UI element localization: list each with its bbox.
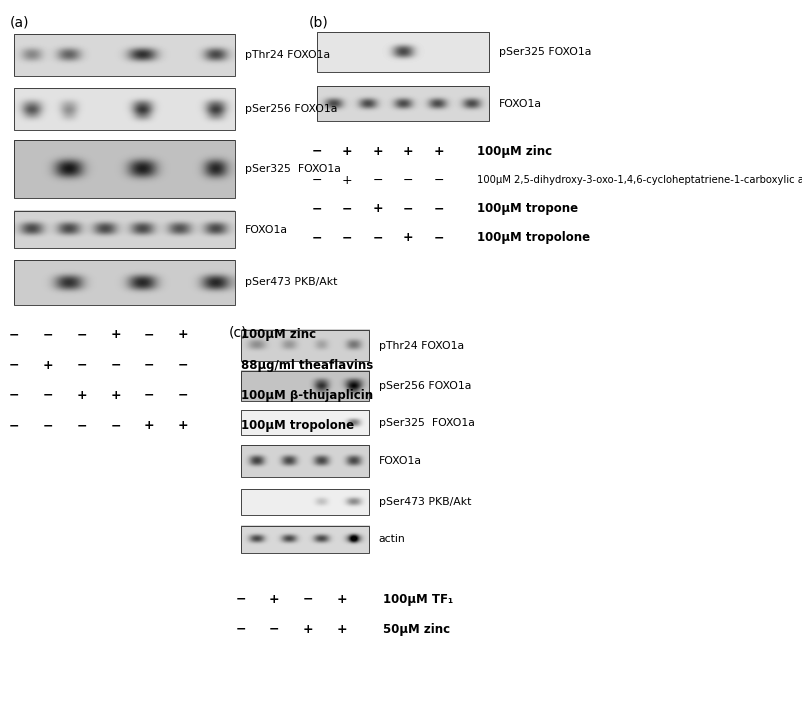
- Text: 100μM zinc: 100μM zinc: [477, 145, 553, 158]
- Text: 100μM zinc: 100μM zinc: [241, 328, 316, 341]
- Bar: [241, 410, 369, 435]
- Text: −: −: [144, 359, 155, 372]
- Text: pSer256 FOXO1a: pSer256 FOXO1a: [379, 381, 471, 391]
- Text: pSer325 FOXO1a: pSer325 FOXO1a: [499, 48, 591, 57]
- Text: actin: actin: [379, 534, 405, 544]
- Text: +: +: [269, 593, 280, 606]
- Text: −: −: [9, 389, 20, 402]
- Text: (b): (b): [309, 16, 329, 30]
- Text: −: −: [43, 419, 54, 432]
- Text: +: +: [144, 419, 155, 432]
- Text: +: +: [110, 389, 121, 402]
- Text: pSer256 FOXO1a: pSer256 FOXO1a: [245, 104, 337, 114]
- Text: pSer325  FOXO1a: pSer325 FOXO1a: [379, 418, 475, 428]
- Text: −: −: [269, 623, 280, 636]
- Bar: [241, 445, 369, 477]
- Text: pSer473 PKB/Akt: pSer473 PKB/Akt: [245, 277, 337, 287]
- Text: −: −: [433, 231, 444, 244]
- Text: 100μM tropone: 100μM tropone: [477, 202, 578, 215]
- Text: −: −: [372, 174, 383, 186]
- Text: +: +: [302, 623, 314, 636]
- Text: +: +: [342, 174, 353, 186]
- Text: −: −: [110, 419, 121, 432]
- Text: −: −: [144, 389, 155, 402]
- Text: −: −: [76, 359, 87, 372]
- Text: pSer473 PKB/Akt: pSer473 PKB/Akt: [379, 497, 471, 507]
- Text: +: +: [342, 145, 353, 158]
- Text: −: −: [302, 593, 314, 606]
- Text: −: −: [235, 593, 246, 606]
- Text: −: −: [403, 174, 414, 186]
- Text: −: −: [43, 328, 54, 341]
- Text: 100μM β-thujaplicin: 100μM β-thujaplicin: [241, 389, 373, 402]
- Text: +: +: [372, 202, 383, 215]
- Bar: [317, 86, 489, 121]
- Text: −: −: [110, 359, 121, 372]
- Text: −: −: [342, 231, 353, 244]
- Bar: [317, 32, 489, 72]
- Text: 100μM TF₁: 100μM TF₁: [383, 593, 453, 606]
- Text: (c): (c): [229, 325, 247, 339]
- Text: +: +: [43, 359, 54, 372]
- Text: 100μM 2,5-dihydroxy-3-oxo-1,4,6-cycloheptatriene-1-carboxylic acid: 100μM 2,5-dihydroxy-3-oxo-1,4,6-cyclohep…: [477, 175, 802, 185]
- Bar: [241, 371, 369, 401]
- Text: −: −: [311, 231, 322, 244]
- Text: +: +: [177, 419, 188, 432]
- Text: FOXO1a: FOXO1a: [499, 99, 542, 109]
- Text: FOXO1a: FOXO1a: [379, 456, 422, 466]
- Text: −: −: [342, 202, 353, 215]
- Text: 100μM tropolone: 100μM tropolone: [477, 231, 590, 244]
- Text: 100μM tropolone: 100μM tropolone: [241, 419, 354, 432]
- Text: 88μg/ml theaflavins: 88μg/ml theaflavins: [241, 359, 373, 372]
- Text: −: −: [76, 328, 87, 341]
- Text: −: −: [403, 202, 414, 215]
- Bar: [14, 88, 235, 130]
- Text: pSer325  FOXO1a: pSer325 FOXO1a: [245, 164, 341, 174]
- Text: −: −: [311, 202, 322, 215]
- Text: +: +: [403, 231, 414, 244]
- Text: −: −: [311, 174, 322, 186]
- Text: −: −: [144, 328, 155, 341]
- Text: pThr24 FOXO1a: pThr24 FOXO1a: [379, 341, 464, 351]
- Text: +: +: [76, 389, 87, 402]
- Bar: [241, 330, 369, 361]
- Bar: [14, 211, 235, 248]
- Text: +: +: [110, 328, 121, 341]
- Text: +: +: [403, 145, 414, 158]
- Text: +: +: [372, 145, 383, 158]
- Text: FOXO1a: FOXO1a: [245, 225, 288, 235]
- Text: −: −: [433, 202, 444, 215]
- Bar: [14, 140, 235, 198]
- Bar: [14, 260, 235, 305]
- Text: −: −: [433, 174, 444, 186]
- Text: −: −: [177, 389, 188, 402]
- Text: −: −: [9, 328, 20, 341]
- Text: −: −: [372, 231, 383, 244]
- Bar: [14, 34, 235, 76]
- Text: −: −: [43, 389, 54, 402]
- Text: +: +: [433, 145, 444, 158]
- Bar: [241, 489, 369, 515]
- Text: +: +: [336, 593, 347, 606]
- Text: −: −: [76, 419, 87, 432]
- Text: −: −: [177, 359, 188, 372]
- Bar: [241, 526, 369, 553]
- Text: −: −: [9, 359, 20, 372]
- Text: −: −: [235, 623, 246, 636]
- Text: +: +: [177, 328, 188, 341]
- Text: +: +: [336, 623, 347, 636]
- Text: 50μM zinc: 50μM zinc: [383, 623, 451, 636]
- Text: pThr24 FOXO1a: pThr24 FOXO1a: [245, 50, 330, 60]
- Text: −: −: [311, 145, 322, 158]
- Text: −: −: [9, 419, 20, 432]
- Text: (a): (a): [10, 16, 29, 30]
